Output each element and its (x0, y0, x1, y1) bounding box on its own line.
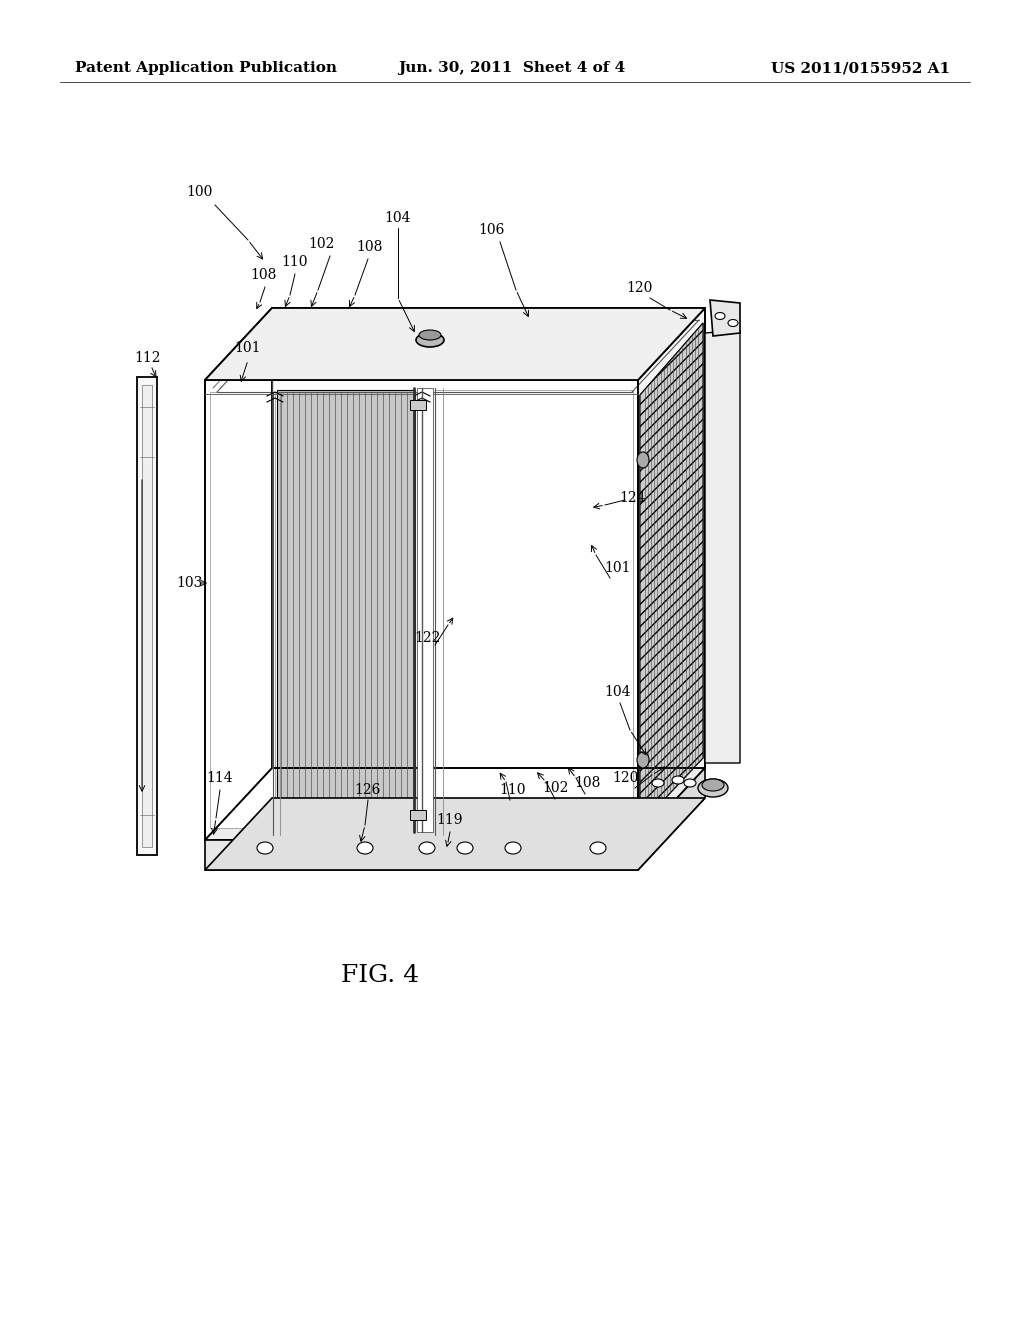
Text: 120: 120 (627, 281, 653, 294)
Polygon shape (205, 799, 705, 870)
Polygon shape (710, 300, 740, 337)
Ellipse shape (715, 313, 725, 319)
Polygon shape (205, 840, 638, 870)
Ellipse shape (457, 842, 473, 854)
Ellipse shape (505, 842, 521, 854)
Polygon shape (137, 378, 157, 855)
Polygon shape (142, 385, 152, 847)
Polygon shape (640, 323, 703, 825)
Text: 102: 102 (309, 238, 335, 251)
Text: 108: 108 (356, 240, 383, 253)
Text: 119: 119 (437, 813, 463, 828)
Text: 120: 120 (611, 771, 638, 785)
Polygon shape (210, 392, 275, 828)
Text: 104: 104 (605, 685, 631, 700)
Text: FIG. 4: FIG. 4 (341, 964, 419, 986)
Text: US 2011/0155952 A1: US 2011/0155952 A1 (771, 61, 950, 75)
Text: 110: 110 (500, 783, 526, 797)
Polygon shape (205, 768, 705, 840)
Text: 114: 114 (207, 771, 233, 785)
Text: 101: 101 (234, 341, 261, 355)
Text: 103: 103 (177, 576, 203, 590)
Text: 122: 122 (415, 631, 441, 645)
Text: 104: 104 (385, 211, 412, 224)
Text: 112: 112 (135, 351, 161, 366)
Ellipse shape (728, 319, 738, 326)
Text: Patent Application Publication: Patent Application Publication (75, 61, 337, 75)
Polygon shape (435, 389, 633, 830)
Text: 124: 124 (620, 491, 646, 506)
Ellipse shape (419, 330, 441, 341)
Ellipse shape (590, 842, 606, 854)
Polygon shape (640, 323, 703, 825)
Text: Jun. 30, 2011  Sheet 4 of 4: Jun. 30, 2011 Sheet 4 of 4 (398, 61, 626, 75)
Polygon shape (205, 380, 638, 840)
Text: 126: 126 (354, 783, 381, 797)
Polygon shape (417, 388, 433, 832)
Text: 106: 106 (479, 223, 505, 238)
Ellipse shape (637, 752, 649, 768)
Polygon shape (205, 308, 705, 380)
Polygon shape (410, 400, 426, 411)
Polygon shape (705, 330, 740, 763)
Text: 108: 108 (574, 776, 601, 789)
Ellipse shape (357, 842, 373, 854)
Text: 101: 101 (605, 561, 631, 576)
Polygon shape (638, 308, 705, 840)
Polygon shape (410, 810, 426, 820)
Ellipse shape (702, 779, 724, 791)
Ellipse shape (652, 779, 664, 787)
Ellipse shape (637, 451, 649, 469)
Ellipse shape (257, 842, 273, 854)
Ellipse shape (416, 333, 444, 347)
Text: 110: 110 (282, 255, 308, 269)
Ellipse shape (672, 776, 684, 784)
Text: 100: 100 (186, 185, 213, 199)
Ellipse shape (698, 779, 728, 797)
Ellipse shape (684, 779, 696, 787)
Text: 108: 108 (251, 268, 278, 282)
Polygon shape (638, 768, 705, 870)
Text: 102: 102 (542, 781, 568, 795)
Polygon shape (278, 389, 415, 830)
Ellipse shape (419, 842, 435, 854)
